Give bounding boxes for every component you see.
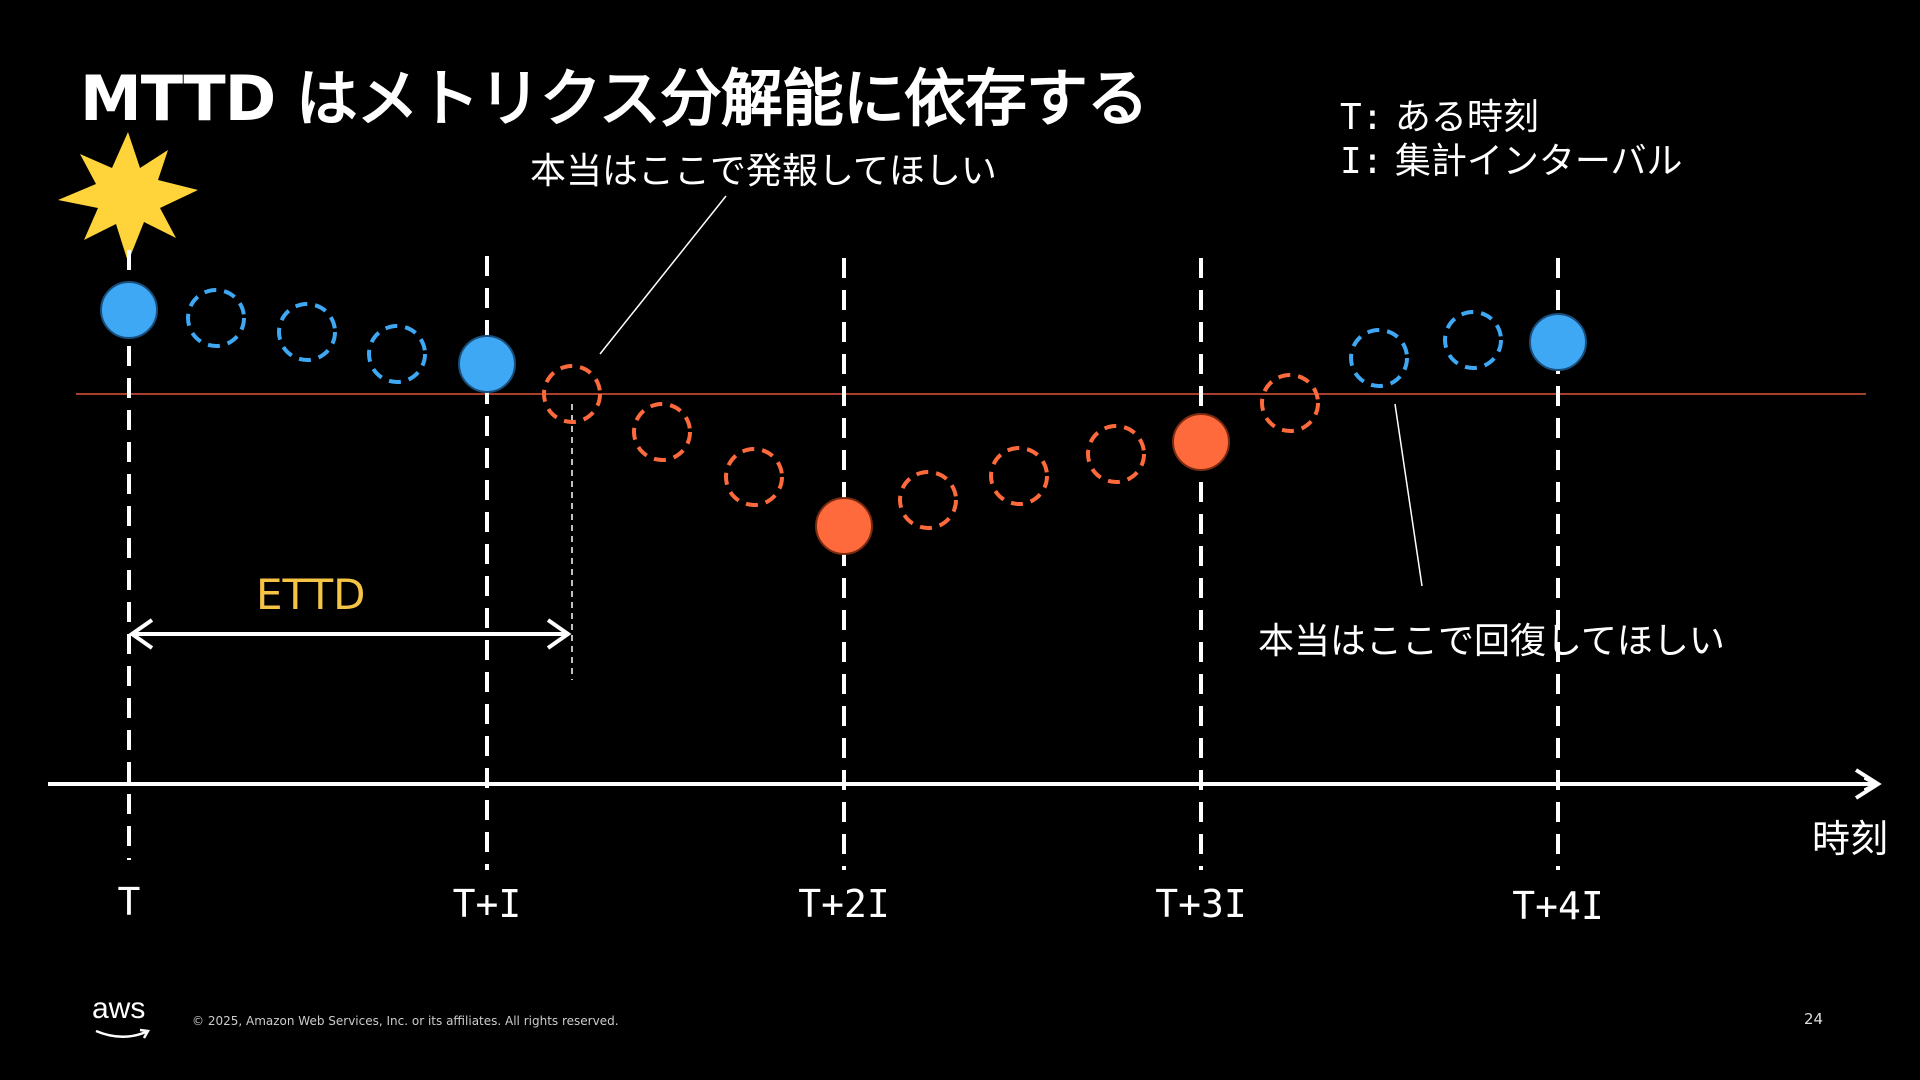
ettd-arrow-right-head	[546, 618, 572, 650]
legend-text: ある時刻	[1394, 97, 1539, 138]
aws-logo: aws	[92, 992, 151, 1039]
ettd-label: ETTD	[256, 570, 366, 619]
legend-key: I:	[1340, 141, 1384, 182]
observed-point-orange	[815, 497, 873, 555]
observed-point-blue	[1529, 313, 1587, 371]
observed-point-blue	[458, 335, 516, 393]
legend-key: T:	[1340, 97, 1384, 138]
legend-text: 集計インターバル	[1394, 141, 1683, 182]
unobserved-point	[367, 324, 427, 384]
legend-item-i: I: 集計インターバル	[1340, 140, 1682, 184]
copyright-footer: © 2025, Amazon Web Services, Inc. or its…	[192, 1014, 619, 1028]
tick-label: T+I	[452, 882, 522, 926]
legend: T: ある時刻 I: 集計インターバル	[1340, 96, 1682, 184]
legend-item-t: T: ある時刻	[1340, 96, 1682, 140]
burst-icon	[58, 132, 198, 262]
aws-smile-icon	[95, 1028, 151, 1039]
unobserved-point	[1260, 373, 1320, 433]
unobserved-point	[1443, 310, 1503, 370]
tick-label: T	[117, 880, 141, 924]
alert-leader-line	[599, 195, 727, 355]
annotation-alert: 本当はここで発報してほしい	[530, 151, 997, 192]
tick-label: T+4I	[1512, 884, 1604, 928]
unobserved-point	[898, 470, 958, 530]
page-number: 24	[1804, 1010, 1824, 1028]
aws-logo-text: aws	[92, 992, 146, 1025]
unobserved-point	[724, 447, 784, 507]
tick-label: T+2I	[798, 882, 890, 926]
unobserved-point	[277, 302, 337, 362]
unobserved-point	[632, 402, 692, 462]
unobserved-point	[989, 446, 1049, 506]
tick-label: T+3I	[1155, 882, 1247, 926]
page-title: MTTD はメトリクス分解能に依存する	[80, 62, 1149, 135]
observed-point-orange	[1172, 413, 1230, 471]
unobserved-point	[1349, 328, 1409, 388]
observed-point-blue	[100, 281, 158, 339]
annotation-recover: 本当はここで回復してほしい	[1258, 621, 1725, 662]
unobserved-point	[1086, 424, 1146, 484]
ettd-arrow-left-head	[128, 618, 154, 650]
recover-leader-line	[1394, 403, 1423, 587]
unobserved-point	[542, 364, 602, 424]
axis-label: 時刻	[1812, 817, 1889, 861]
time-axis-arrowhead	[1854, 768, 1882, 800]
unobserved-point	[186, 288, 246, 348]
